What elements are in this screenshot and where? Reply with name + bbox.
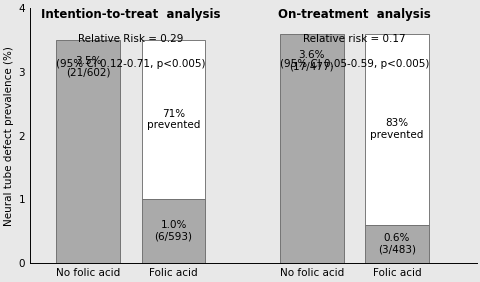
Text: Intention-to-treat  analysis: Intention-to-treat analysis xyxy=(41,8,220,21)
Text: 3.5%
(21/602): 3.5% (21/602) xyxy=(66,56,110,78)
Y-axis label: Neural tube defect prevalence (%): Neural tube defect prevalence (%) xyxy=(4,46,14,226)
Text: (95% CI 0.12-0.71, p<0.005): (95% CI 0.12-0.71, p<0.005) xyxy=(56,59,205,69)
Text: 3.6%
(17/477): 3.6% (17/477) xyxy=(289,50,334,72)
Bar xyxy=(364,225,428,263)
Bar xyxy=(364,34,428,225)
Text: 1.0%
(6/593): 1.0% (6/593) xyxy=(154,220,192,242)
Text: Relative Risk = 0.29: Relative Risk = 0.29 xyxy=(78,34,183,44)
Text: 83%
prevented: 83% prevented xyxy=(370,118,423,140)
Bar xyxy=(141,40,205,199)
Text: On-treatment  analysis: On-treatment analysis xyxy=(277,8,430,21)
Text: (95% CI 0.05-0.59, p<0.005): (95% CI 0.05-0.59, p<0.005) xyxy=(279,59,428,69)
Text: 0.6%
(3/483): 0.6% (3/483) xyxy=(377,233,415,255)
Bar xyxy=(141,199,205,263)
Text: 71%
prevented: 71% prevented xyxy=(146,109,200,131)
Bar xyxy=(56,40,120,263)
Text: Relative risk = 0.17: Relative risk = 0.17 xyxy=(302,34,405,44)
Bar xyxy=(279,34,343,263)
